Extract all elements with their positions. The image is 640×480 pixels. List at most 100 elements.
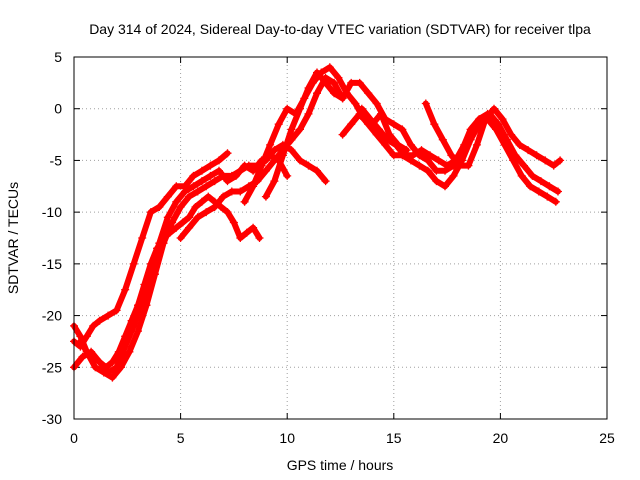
data-point [142, 301, 151, 310]
data-point [374, 125, 383, 134]
data-point [423, 156, 432, 165]
data-point [426, 151, 434, 160]
data-point [287, 125, 296, 134]
data-point [227, 187, 236, 196]
data-point [304, 84, 313, 92]
data-point [219, 192, 228, 201]
data-point [257, 161, 266, 170]
data-point [357, 104, 366, 113]
series-trace [422, 100, 564, 169]
data-point [206, 171, 215, 180]
data-point [287, 146, 296, 155]
data-point [543, 192, 552, 201]
data-point [534, 187, 543, 196]
x-tick-label: 15 [386, 430, 402, 446]
data-point [347, 120, 356, 129]
data-point [197, 166, 206, 175]
data-point [400, 151, 409, 160]
data-point [191, 203, 200, 211]
data-point [249, 223, 258, 232]
data-point [283, 104, 292, 113]
data-point [99, 368, 108, 377]
data-point [249, 182, 258, 191]
data-point [176, 203, 185, 211]
data-point [210, 177, 219, 186]
y-tick-label: -25 [42, 359, 62, 375]
axis-ticks: 0 5 10 15 20 25 -30 -25 -20 -15 -10 -5 0 5 [42, 49, 615, 446]
data-point [515, 140, 524, 149]
data-point [406, 140, 415, 149]
data-point [210, 203, 219, 211]
data-point [313, 68, 321, 77]
y-tick-label: -5 [50, 152, 63, 168]
data-point [159, 234, 168, 242]
series-trace [339, 110, 559, 205]
data-point [321, 78, 330, 87]
data-point [443, 161, 452, 170]
grid [74, 57, 607, 419]
series-trace [358, 105, 561, 195]
x-tick-label: 5 [177, 430, 185, 446]
data-point [244, 161, 253, 170]
data-point [517, 171, 526, 180]
data-point [129, 259, 138, 268]
data-point [351, 99, 360, 108]
data-point [102, 363, 110, 372]
data-point [366, 115, 375, 124]
data-point [168, 218, 177, 227]
data-point [536, 177, 545, 186]
data-point [95, 358, 104, 367]
data-point [432, 166, 441, 175]
data-point [270, 156, 279, 165]
data-point [223, 208, 232, 217]
data-point [334, 73, 343, 82]
data-point [338, 94, 347, 103]
data-point [498, 115, 507, 124]
data-point [278, 151, 287, 160]
data-point [261, 192, 270, 201]
data-point [185, 192, 194, 201]
data-point [409, 151, 417, 160]
data-point [261, 166, 270, 175]
y-tick-label: -30 [42, 411, 62, 427]
data-point [417, 146, 426, 155]
data-point [189, 171, 198, 180]
data-point [441, 182, 449, 191]
data-point [116, 363, 125, 372]
data-point [202, 208, 211, 217]
data-point [325, 63, 334, 72]
data-point [266, 140, 275, 149]
data-point [532, 151, 541, 160]
data-point [89, 321, 98, 330]
data-point [153, 244, 162, 253]
data-point [215, 166, 223, 175]
data-point [347, 78, 356, 87]
data-point [121, 332, 130, 341]
data-point [423, 166, 432, 175]
data-point [304, 109, 313, 118]
data-point [554, 187, 562, 196]
y-tick-label: -10 [42, 204, 62, 220]
data-point [270, 177, 279, 186]
data-point [193, 213, 202, 222]
data-point [206, 161, 215, 170]
data-point [146, 259, 155, 268]
data-point [389, 151, 398, 160]
series-trace [71, 152, 291, 376]
data-point [172, 182, 181, 191]
data-point [511, 151, 520, 160]
data-point [481, 115, 490, 124]
data-point [383, 135, 392, 144]
data-point [236, 187, 245, 196]
x-tick-label: 10 [279, 430, 295, 446]
data-point [321, 177, 330, 186]
data-point [91, 363, 100, 372]
plot-area [70, 63, 565, 382]
data-point [507, 130, 516, 139]
data-point [434, 156, 443, 165]
data-point [338, 130, 347, 139]
data-point [372, 99, 381, 108]
data-point [313, 166, 321, 175]
data-point [189, 182, 198, 191]
